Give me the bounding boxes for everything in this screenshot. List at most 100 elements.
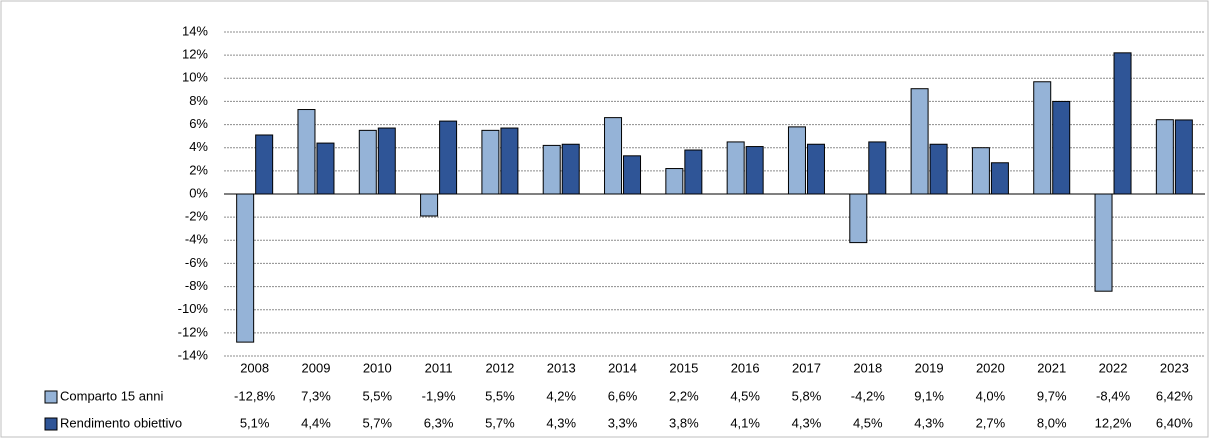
bar bbox=[316, 142, 335, 195]
x-tick-label: 2016 bbox=[731, 360, 760, 375]
bar bbox=[1155, 119, 1174, 195]
bar bbox=[542, 144, 561, 195]
x-tick-label: 2018 bbox=[853, 360, 882, 375]
bar bbox=[297, 109, 316, 195]
bar bbox=[868, 141, 887, 195]
table-value: -4,2% bbox=[851, 388, 885, 403]
table-value: 5,1% bbox=[240, 415, 270, 430]
y-tick-label: -12% bbox=[178, 324, 209, 339]
legend-swatch bbox=[44, 417, 58, 431]
bar bbox=[787, 126, 806, 195]
bar bbox=[745, 146, 764, 195]
bar bbox=[604, 117, 623, 195]
x-tick-label: 2010 bbox=[363, 360, 392, 375]
table-value: 4,1% bbox=[730, 415, 760, 430]
table-value: 9,1% bbox=[914, 388, 944, 403]
x-tick-label: 2012 bbox=[485, 360, 514, 375]
y-tick-label: 4% bbox=[189, 139, 208, 154]
bar bbox=[1033, 81, 1052, 195]
x-tick-label: 2020 bbox=[976, 360, 1005, 375]
bar bbox=[623, 155, 642, 195]
table-value: 4,5% bbox=[730, 388, 760, 403]
x-tick-label: 2014 bbox=[608, 360, 637, 375]
table-value: -1,9% bbox=[422, 388, 456, 403]
table-value: 4,3% bbox=[546, 415, 576, 430]
table-value: -12,8% bbox=[234, 388, 276, 403]
bar bbox=[255, 134, 274, 195]
bar bbox=[377, 127, 396, 195]
table-value: 3,8% bbox=[669, 415, 699, 430]
table-value: 6,3% bbox=[424, 415, 454, 430]
x-tick-label: 2013 bbox=[547, 360, 576, 375]
table-value: 3,3% bbox=[608, 415, 638, 430]
table-value: 12,2% bbox=[1095, 415, 1132, 430]
bar bbox=[358, 129, 377, 195]
bar bbox=[1113, 52, 1132, 195]
bar bbox=[481, 129, 500, 195]
bar bbox=[1094, 193, 1113, 292]
y-tick-label: 14% bbox=[182, 23, 208, 38]
legend-label: Rendimento obiettivo bbox=[60, 415, 182, 430]
table-value: 6,6% bbox=[608, 388, 638, 403]
x-tick-label: 2021 bbox=[1037, 360, 1066, 375]
table-value: 5,7% bbox=[362, 415, 392, 430]
x-tick-label: 2008 bbox=[240, 360, 269, 375]
y-tick-label: 2% bbox=[189, 162, 208, 177]
bar bbox=[236, 193, 255, 343]
bar bbox=[806, 143, 825, 195]
bar bbox=[929, 143, 948, 195]
table-value: 4,2% bbox=[546, 388, 576, 403]
table-value: 4,4% bbox=[301, 415, 331, 430]
x-tick-label: 2023 bbox=[1160, 360, 1189, 375]
table-value: -8,4% bbox=[1096, 388, 1130, 403]
x-tick-label: 2022 bbox=[1099, 360, 1128, 375]
x-tick-label: 2015 bbox=[669, 360, 698, 375]
x-tick-label: 2009 bbox=[302, 360, 331, 375]
table-value: 5,5% bbox=[485, 388, 515, 403]
y-tick-label: 6% bbox=[189, 116, 208, 131]
y-tick-label: 10% bbox=[182, 70, 208, 85]
legend-label: Comparto 15 anni bbox=[60, 388, 163, 403]
y-tick-label: -8% bbox=[185, 278, 209, 293]
table-value: 7,3% bbox=[301, 388, 331, 403]
bar bbox=[1174, 119, 1193, 195]
y-tick-label: -10% bbox=[178, 301, 209, 316]
x-tick-label: 2011 bbox=[425, 360, 453, 375]
y-tick-label: -14% bbox=[178, 347, 209, 362]
bar bbox=[910, 88, 929, 195]
table-value: 4,3% bbox=[792, 415, 822, 430]
table-value: 2,7% bbox=[976, 415, 1006, 430]
bar bbox=[990, 162, 1009, 195]
bar bbox=[849, 193, 868, 244]
bar bbox=[684, 149, 703, 195]
y-tick-label: -4% bbox=[185, 232, 209, 247]
bar bbox=[439, 120, 458, 195]
table-value: 4,0% bbox=[976, 388, 1006, 403]
y-tick-label: -2% bbox=[185, 209, 209, 224]
y-tick-label: 0% bbox=[189, 185, 208, 200]
table-value: 6,40% bbox=[1156, 415, 1193, 430]
bar bbox=[500, 127, 519, 195]
table-value: 9,7% bbox=[1037, 388, 1067, 403]
bar bbox=[561, 143, 580, 195]
table-value: 5,8% bbox=[792, 388, 822, 403]
y-tick-label: 12% bbox=[182, 47, 208, 62]
table-value: 4,5% bbox=[853, 415, 883, 430]
bar bbox=[665, 168, 684, 195]
bar bbox=[420, 193, 439, 217]
table-value: 8,0% bbox=[1037, 415, 1067, 430]
x-tick-label: 2017 bbox=[792, 360, 821, 375]
bar bbox=[1052, 100, 1071, 195]
table-value: 2,2% bbox=[669, 388, 699, 403]
table-value: 4,3% bbox=[914, 415, 944, 430]
y-tick-label: 8% bbox=[189, 93, 208, 108]
x-tick-label: 2019 bbox=[915, 360, 944, 375]
legend-swatch bbox=[44, 390, 58, 404]
bar bbox=[971, 147, 990, 195]
y-tick-label: -6% bbox=[185, 255, 209, 270]
table-value: 5,5% bbox=[362, 388, 392, 403]
bar bbox=[726, 141, 745, 195]
table-value: 5,7% bbox=[485, 415, 515, 430]
